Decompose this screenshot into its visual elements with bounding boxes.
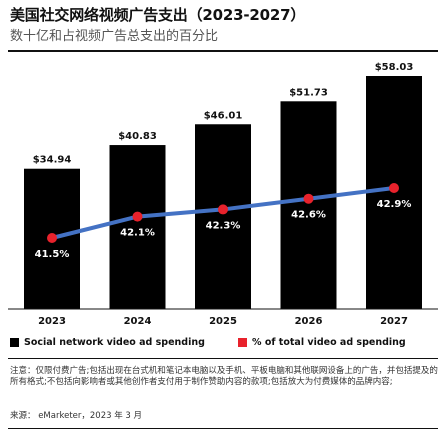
legend-swatch-bars xyxy=(10,338,19,347)
bar-value-label: $58.03 xyxy=(375,62,414,73)
x-tick-label: 2023 xyxy=(38,316,66,327)
percent-point xyxy=(47,233,57,243)
legend-item-bars: Social network video ad spending xyxy=(10,337,205,348)
chart-subtitle: 数十亿和占视频广告总支出的百分比 xyxy=(10,29,219,44)
x-tick-label: 2025 xyxy=(209,316,237,327)
source-text: 来源： eMarketer，2023 年 3 月 xyxy=(10,411,143,421)
percent-label: 42.6% xyxy=(291,210,326,221)
footnote-text: 注意：仅限付费广告;包括出现在台式机和笔记本电脑以及手机、平板电脑和其他联网设备… xyxy=(10,366,438,387)
x-tick-label: 2027 xyxy=(380,316,408,327)
bar-value-label: $34.94 xyxy=(33,155,72,166)
percent-point xyxy=(218,204,228,215)
percent-point xyxy=(132,211,143,222)
legend-label-bars: Social network video ad spending xyxy=(24,337,205,348)
x-tick-label: 2024 xyxy=(124,316,152,327)
chart-legend: Social network video ad spending % of to… xyxy=(8,337,440,353)
bar-2025 xyxy=(195,124,251,310)
bar-2026 xyxy=(280,101,337,309)
bar-value-label: $51.73 xyxy=(289,87,328,98)
percent-point xyxy=(389,183,399,193)
bar-value-label: $40.83 xyxy=(118,131,157,142)
bar-2024 xyxy=(109,145,166,309)
bar-value-label: $46.01 xyxy=(204,110,243,121)
bottom-divider xyxy=(8,428,438,429)
percent-point xyxy=(303,193,314,204)
chart-plot-area: $34.94 2023 $40.83 2024 $46.01 2025 $51.73 2026… xyxy=(8,62,438,327)
legend-label-line: % of total video ad spending xyxy=(252,337,406,348)
footer-divider xyxy=(8,358,438,359)
legend-item-line: % of total video ad spending xyxy=(238,337,406,348)
chart-title: 美国社交网络视频广告支出（2023-2027） xyxy=(10,6,306,24)
legend-swatch-line xyxy=(238,338,247,347)
percent-label: 42.9% xyxy=(377,199,412,210)
percent-label: 42.1% xyxy=(120,228,155,239)
top-divider xyxy=(8,50,438,52)
percent-label: 42.3% xyxy=(206,220,241,231)
percent-label: 41.5% xyxy=(35,249,70,260)
x-tick-label: 2026 xyxy=(295,316,323,327)
